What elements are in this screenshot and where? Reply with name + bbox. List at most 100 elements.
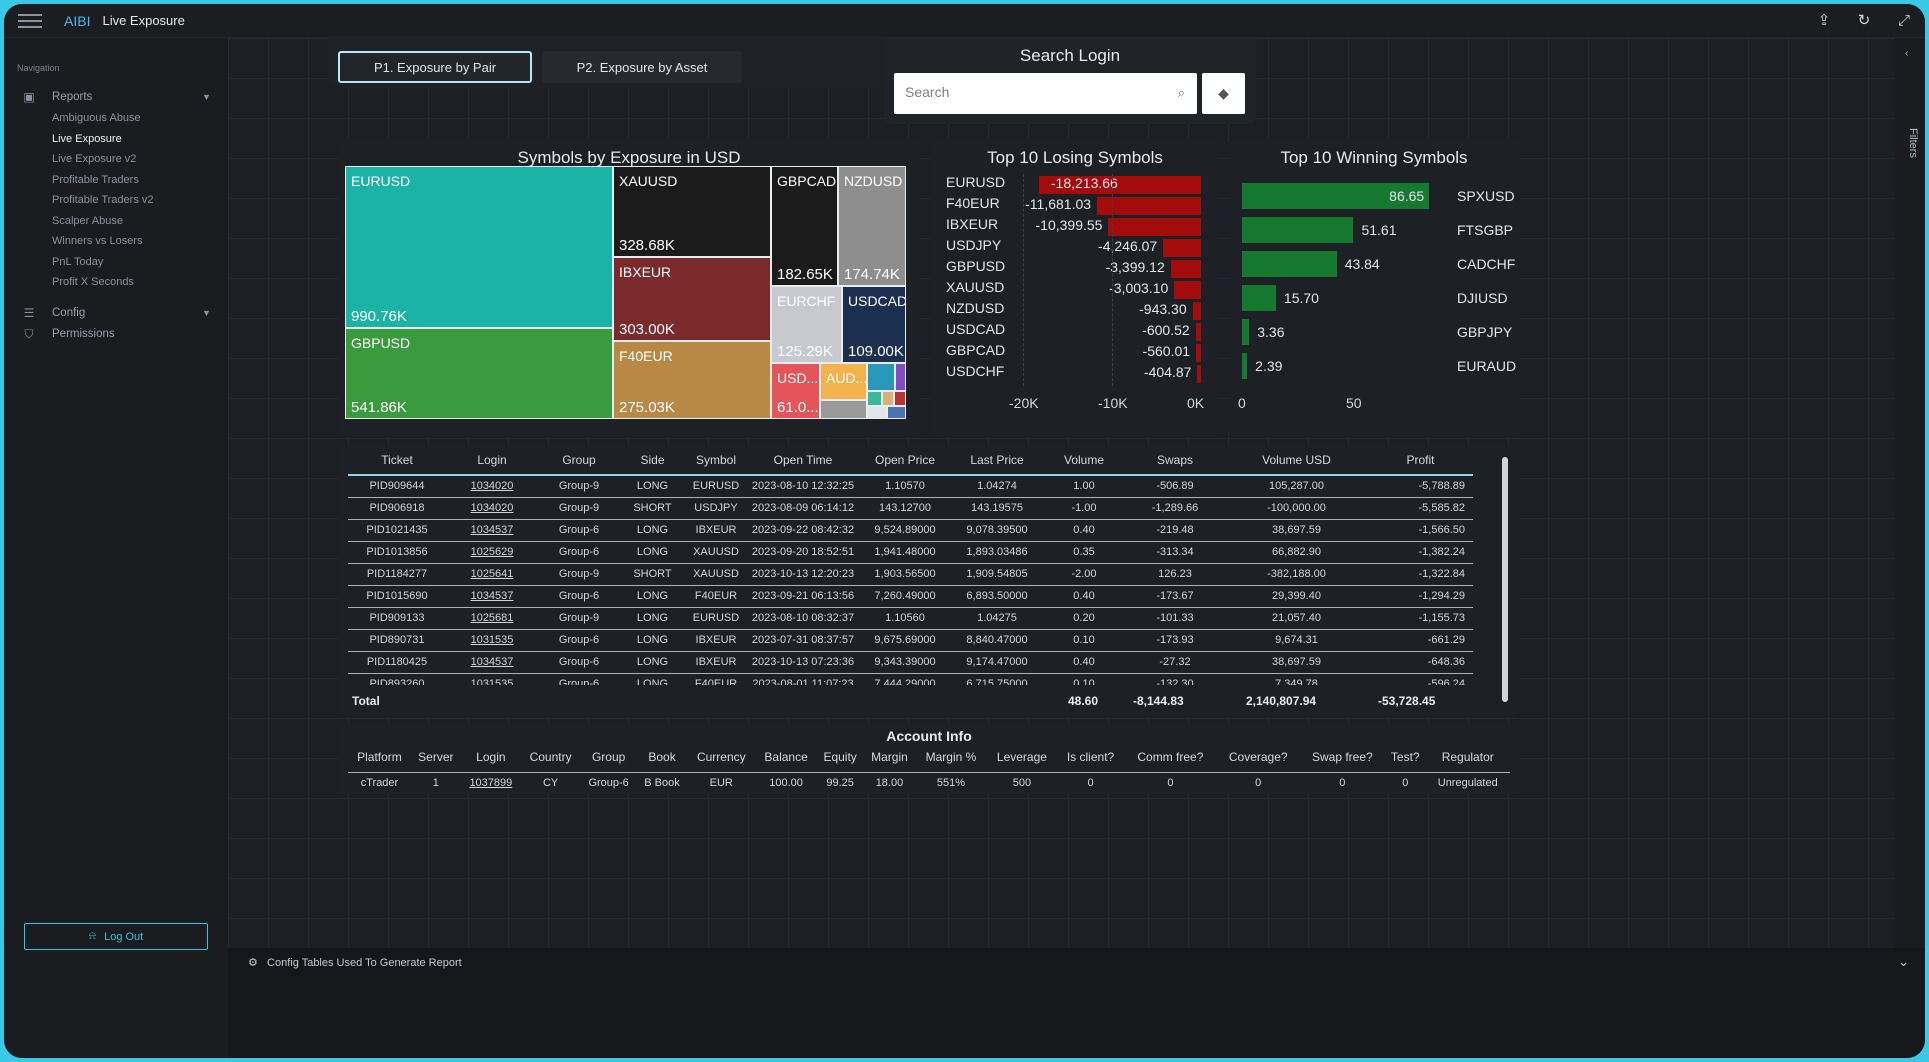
losing-value-label: -4,246.07 (1098, 238, 1158, 254)
column-header-swaps[interactable]: Swaps (1125, 445, 1225, 476)
column-header-balance[interactable]: Balance (755, 742, 817, 773)
column-header-side[interactable]: Side (620, 445, 685, 476)
table-cell: 1.10560 (859, 607, 951, 630)
refresh-icon[interactable]: ↻ (1857, 12, 1871, 29)
table-cell[interactable]: 1025681 (446, 607, 538, 630)
table-cell: 18.00 (875, 777, 904, 790)
sidebar-item-config[interactable]: ☰ Config ▼ (4, 302, 228, 324)
treemap-cell-value: 182.65K (777, 266, 833, 283)
treemap-cell-name: GBPUSD (351, 335, 411, 351)
column-header-volume[interactable]: Volume (1043, 445, 1125, 476)
table-cell[interactable]: 1034537 (446, 585, 538, 608)
table-row[interactable]: PID906918 1034020 Group-9 SHORT USDJPY 2023-0… (348, 497, 1473, 520)
column-header-leverage[interactable]: Leverage (986, 742, 1058, 773)
column-header-open-time[interactable]: Open Time (747, 445, 859, 476)
column-header-login[interactable]: Login (460, 742, 522, 773)
table-cell: 0 (1402, 777, 1409, 790)
table-cell: -100,000.00 (1225, 497, 1368, 520)
table-cell[interactable]: 1034537 (446, 651, 538, 674)
table-row[interactable]: PID1180425 1034537 Group-6 LONG IBXEUR 2023-1… (348, 651, 1473, 674)
config-tables-toggle[interactable]: ⚙ Config Tables Used To Generate Report (248, 956, 462, 969)
column-header-equity[interactable]: Equity (816, 742, 864, 773)
column-header-volume-usd[interactable]: Volume USD (1225, 445, 1368, 476)
column-header-profit[interactable]: Profit (1368, 445, 1473, 476)
column-header-coverage-[interactable]: Coverage? (1216, 742, 1300, 773)
sidebar-item-live-exposure-v2[interactable]: Live Exposure v2 (52, 153, 137, 165)
table-cell[interactable]: 1034537 (446, 519, 538, 542)
table-cell[interactable]: 1031535 (446, 629, 538, 652)
sidebar-item-ambiguous-abuse[interactable]: Ambiguous Abuse (52, 112, 141, 124)
table-row[interactable]: PID893260 1031535 Group-6 LONG F40EUR 2023-08… (348, 673, 1473, 685)
column-header-login[interactable]: Login (446, 445, 538, 476)
column-header-margin-[interactable]: Margin % (915, 742, 987, 773)
table-cell[interactable]: 1025629 (446, 541, 538, 564)
column-header-platform[interactable]: Platform (348, 742, 411, 773)
table-cell: -313.34 (1125, 541, 1225, 564)
treemap-cell-name: USDCAD (848, 293, 906, 309)
column-header-book[interactable]: Book (637, 742, 687, 773)
treemap-cell-value: 61.0... (777, 399, 819, 416)
losing-bar (1163, 239, 1201, 257)
collapse-chevron-icon[interactable]: ‹ (1905, 48, 1909, 59)
table-cell: Group-9 (538, 563, 620, 586)
table-cell[interactable]: 1034020 (446, 475, 538, 498)
table-cell: -219.48 (1125, 519, 1225, 542)
losing-symbol-label: EURUSD (946, 174, 1006, 190)
column-header-group[interactable]: Group (538, 445, 620, 476)
table-row[interactable]: PID1184277 1025641 Group-9 SHORT XAUUSD 2023-… (348, 563, 1473, 586)
winning-chart: 86.65 SPXUSD 51.61 FTSGBP 43.84 CADCHF 15.70 DJ… (1228, 138, 1520, 436)
column-header-country[interactable]: Country (521, 742, 581, 773)
table-cell[interactable]: 1025641 (446, 563, 538, 586)
table-row[interactable]: PID1013856 1025629 Group-6 LONG XAUUSD 2023-0… (348, 541, 1473, 564)
column-header-currency[interactable]: Currency (687, 742, 756, 773)
table-row[interactable]: PID890731 1031535 Group-6 LONG IBXEUR 2023-07… (348, 629, 1473, 652)
logout-label: Log Out (104, 930, 144, 943)
fullscreen-icon[interactable]: ⤢ (1897, 12, 1910, 29)
sidebar-item-winners-vs-losers[interactable]: Winners vs Losers (52, 235, 143, 247)
sidebar-item-profit-x-seconds[interactable]: Profit X Seconds (52, 276, 134, 288)
logout-button[interactable]: ⍾ Log Out (24, 923, 208, 950)
column-header-last-price[interactable]: Last Price (951, 445, 1043, 476)
table-cell: -173.93 (1125, 629, 1225, 652)
table-scrollbar[interactable] (1502, 457, 1508, 702)
sidebar-item-profitable-traders[interactable]: Profitable Traders (52, 173, 139, 186)
table-row[interactable]: PID1021435 1034537 Group-6 LONG IBXEUR 2023-0… (348, 519, 1473, 542)
table-cell[interactable]: 1031535 (446, 673, 538, 685)
column-header-is-client-[interactable]: Is client? (1057, 742, 1124, 773)
table-cell: 2023-08-10 12:32:25 (747, 475, 859, 498)
sidebar-item-reports[interactable]: ▣ Reports ▼ (4, 86, 228, 108)
tab-exposure-by-pair[interactable]: P1. Exposure by Pair (338, 51, 532, 83)
column-header-server[interactable]: Server (410, 742, 461, 773)
table-cell[interactable]: 1037899 (469, 777, 513, 790)
column-header-ticket[interactable]: Ticket (348, 445, 446, 476)
column-header-swap-free-[interactable]: Swap free? (1299, 742, 1386, 773)
table-cell: 7,260.49000 (859, 585, 951, 608)
tab-exposure-by-asset[interactable]: P2. Exposure by Asset (542, 51, 742, 83)
share-icon[interactable]: ⇪ (1817, 12, 1831, 29)
table-cell: -382,188.00 (1225, 563, 1368, 586)
column-header-margin[interactable]: Margin (863, 742, 916, 773)
sidebar-item-live-exposure[interactable]: Live Exposure (52, 132, 122, 145)
table-row[interactable]: PID909644 1034020 Group-9 LONG EURUSD 2023-08… (348, 475, 1473, 498)
sidebar-item-permissions[interactable]: ⛉ Permissions (4, 323, 228, 345)
table-row[interactable]: PID1015690 1034537 Group-6 LONG F40EUR 2023-0… (348, 585, 1473, 608)
table-cell[interactable]: 1034020 (446, 497, 538, 520)
filters-label[interactable]: Filters (1907, 128, 1919, 158)
sidebar-item-scalper-abuse[interactable]: Scalper Abuse (52, 214, 123, 227)
column-header-open-price[interactable]: Open Price (859, 445, 951, 476)
filters-strip[interactable]: ‹ Filters (1895, 38, 1925, 948)
sidebar-item-pnl-today[interactable]: PnL Today (52, 255, 104, 268)
sidebar-item-profitable-traders-v2[interactable]: Profitable Traders v2 (52, 194, 154, 206)
column-header-test-[interactable]: Test? (1385, 742, 1426, 773)
chevron-down-icon[interactable]: ⌄ (1898, 954, 1909, 969)
column-header-group[interactable]: Group (580, 742, 638, 773)
table-cell: 2023-10-13 12:20:23 (747, 563, 859, 586)
column-header-symbol[interactable]: Symbol (685, 445, 747, 476)
search-input[interactable] (905, 84, 1155, 100)
eraser-button[interactable]: ◆ (1202, 73, 1245, 114)
table-row[interactable]: PID909133 1025681 Group-9 LONG EURUSD 2023-08… (348, 607, 1473, 630)
column-header-comm-free-[interactable]: Comm free? (1123, 742, 1217, 773)
table-cell: 2023-09-20 18:52:51 (747, 541, 859, 564)
column-header-regulator[interactable]: Regulator (1425, 742, 1510, 773)
hamburger-menu-icon[interactable] (18, 13, 42, 28)
